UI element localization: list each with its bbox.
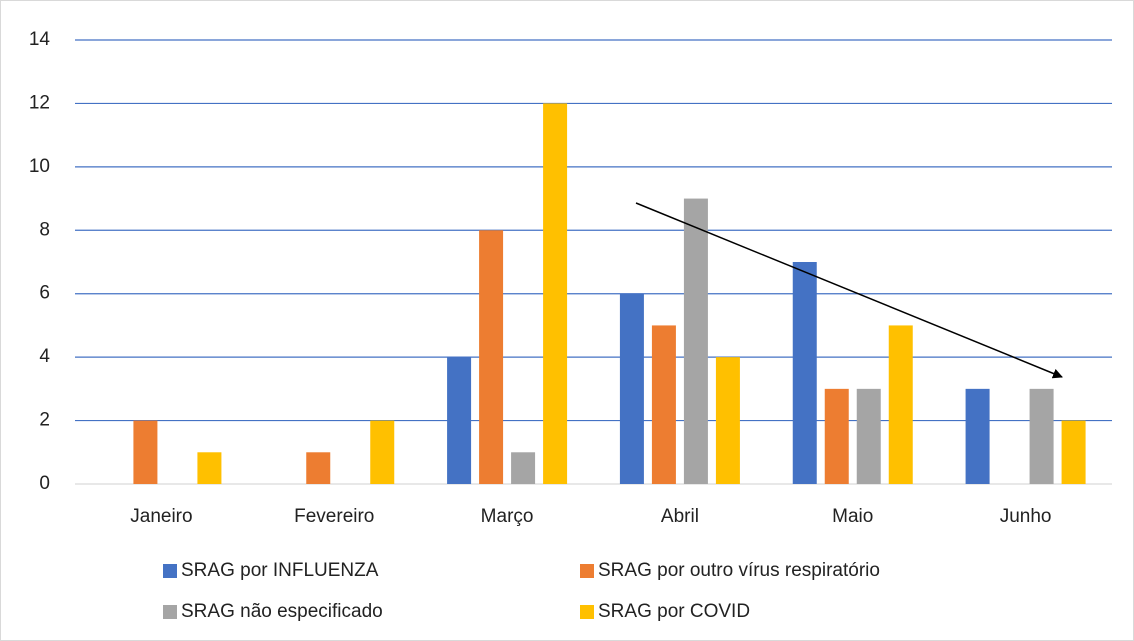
legend-swatch	[163, 564, 177, 578]
x-tick-label: Março	[481, 506, 534, 527]
bar	[447, 357, 472, 484]
bar	[715, 357, 740, 484]
x-tick-label: Junho	[1000, 506, 1052, 527]
x-tick-label: Abril	[661, 506, 699, 527]
y-tick-label: 4	[39, 346, 50, 367]
bar	[792, 262, 817, 484]
legend-label: SRAG não especificado	[181, 601, 383, 622]
y-tick-label: 6	[39, 283, 50, 304]
x-tick-label: Maio	[832, 506, 873, 527]
trend-arrow	[635, 202, 1063, 379]
legend-label: SRAG por COVID	[598, 601, 750, 622]
bar	[370, 420, 395, 484]
bar	[824, 388, 849, 484]
y-tick-label: 14	[29, 29, 51, 50]
bar	[965, 388, 990, 484]
legend-swatch	[163, 605, 177, 619]
bar	[197, 452, 222, 484]
bar	[1029, 388, 1054, 484]
legend-swatch	[580, 605, 594, 619]
x-tick-label: Fevereiro	[294, 506, 374, 527]
y-tick-label: 10	[29, 156, 50, 177]
bar	[133, 420, 158, 484]
bar	[479, 230, 504, 484]
bar	[888, 325, 913, 484]
y-tick-label: 0	[39, 473, 50, 494]
legend-label: SRAG por INFLUENZA	[181, 560, 379, 581]
bar	[511, 452, 536, 484]
bar	[856, 388, 881, 484]
bar	[1061, 420, 1086, 484]
y-tick-label: 8	[39, 219, 50, 240]
y-tick-label: 12	[29, 92, 50, 113]
bar	[619, 293, 644, 484]
legend-label: SRAG por outro vírus respiratório	[598, 560, 880, 581]
bar	[683, 198, 708, 485]
bar	[651, 325, 676, 484]
bar	[306, 452, 331, 484]
bar	[543, 103, 568, 484]
plot: 0 2 4 6 8 10 12 14 Janeiro Fevereiro Março Abril Mai…	[29, 29, 1112, 622]
y-tick-label: 2	[39, 410, 50, 431]
x-tick-label: Janeiro	[130, 506, 192, 527]
legend-swatch	[580, 564, 594, 578]
